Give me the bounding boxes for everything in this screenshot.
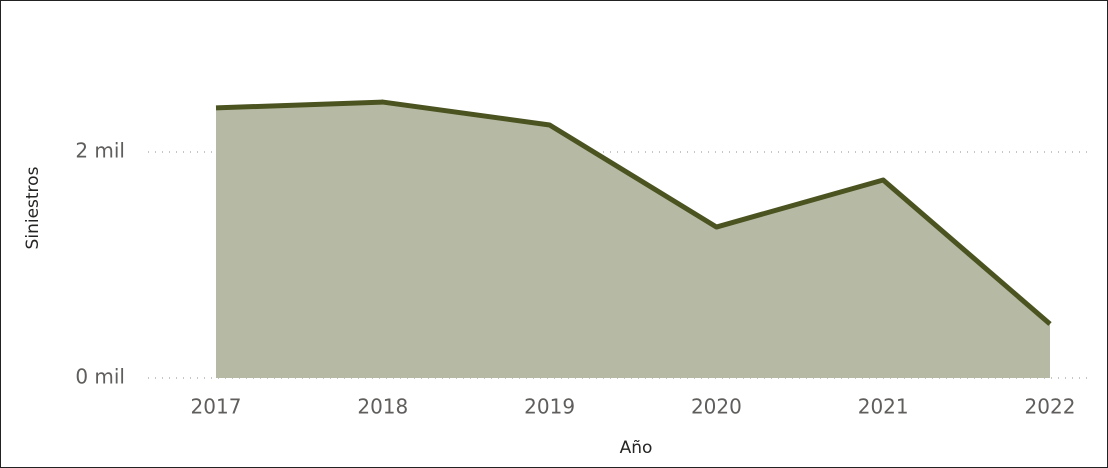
y-axis-label: Siniestros <box>23 166 43 249</box>
y-tick-label: 2 mil <box>75 139 125 163</box>
x-tick-label: 2021 <box>858 395 909 419</box>
x-axis-label: Año <box>620 438 653 458</box>
x-tick-label: 2020 <box>691 395 742 419</box>
x-tick-label: 2017 <box>191 395 242 419</box>
area <box>216 102 1050 378</box>
line <box>215 99 1052 326</box>
x-tick-label: 2022 <box>1025 395 1076 419</box>
x-tick-label: 2018 <box>357 395 408 419</box>
x-tick-label: 2019 <box>524 395 575 419</box>
y-tick-label: 0 mil <box>75 365 125 389</box>
